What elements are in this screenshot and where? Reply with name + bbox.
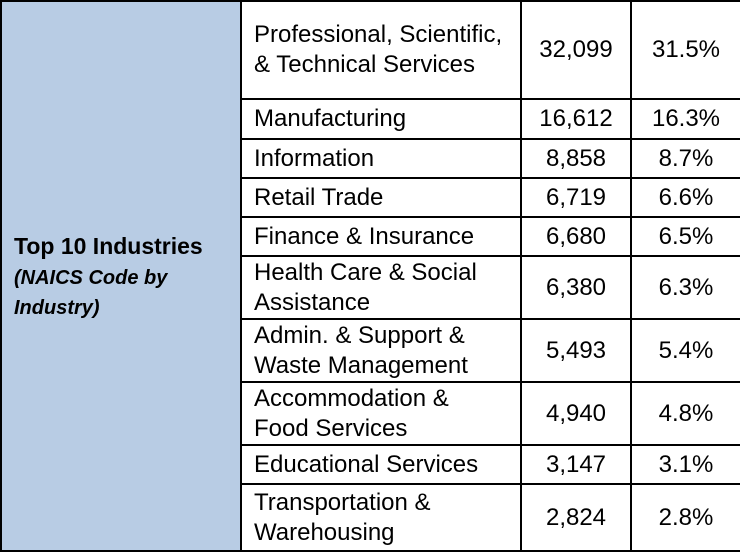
industry-percent: 5.4%	[630, 318, 740, 383]
establishment-count: 4,940	[520, 381, 632, 446]
industry-percent: 2.8%	[630, 483, 740, 552]
industry-percent: 6.5%	[630, 216, 740, 257]
table-row: Admin. & Support & Waste Management 5,49…	[1, 318, 740, 383]
industry-name: Health Care & Social Assistance	[240, 255, 522, 320]
table-row: Health Care & Social Assistance 6,380 6.…	[1, 255, 740, 320]
establishment-count: 8,858	[520, 138, 632, 179]
industry-name: Manufacturing	[240, 98, 522, 140]
establishment-count: 5,493	[520, 318, 632, 383]
industry-name: Accommodation & Food Services	[240, 381, 522, 446]
table-row: Information 8,858 8.7%	[1, 138, 740, 179]
side-header-subtitle: (NAICS Code by Industry)	[14, 267, 168, 319]
industry-name: Educational Services	[240, 444, 522, 485]
industry-percent: 6.3%	[630, 255, 740, 320]
table-row: Finance & Insurance 6,680 6.5%	[1, 216, 740, 257]
establishment-count: 6,719	[520, 177, 632, 218]
industry-percent: 31.5%	[630, 0, 740, 100]
industry-percent: 8.7%	[630, 138, 740, 179]
table-row: Accommodation & Food Services 4,940 4.8%	[1, 381, 740, 446]
industry-name: Retail Trade	[240, 177, 522, 218]
establishment-count: 6,380	[520, 255, 632, 320]
table-row: Manufacturing 16,612 16.3%	[1, 98, 740, 140]
industry-percent: 16.3%	[630, 98, 740, 140]
industry-name: Information	[240, 138, 522, 179]
industry-name: Transportation & Warehousing	[240, 483, 522, 552]
industry-name: Finance & Insurance	[240, 216, 522, 257]
establishment-count: 32,099	[520, 0, 632, 100]
industry-name: Admin. & Support & Waste Management	[240, 318, 522, 383]
industry-percent: 3.1%	[630, 444, 740, 485]
side-header-cell: Top 10 Industries (NAICS Code by Industr…	[0, 0, 242, 552]
industry-percent: 4.8%	[630, 381, 740, 446]
industry-name: Professional, Scientific, & Technical Se…	[240, 0, 522, 100]
establishment-count: 3,147	[520, 444, 632, 485]
table-row: Retail Trade 6,719 6.6%	[1, 177, 740, 218]
industry-percent: 6.6%	[630, 177, 740, 218]
table-row: Educational Services 3,147 3.1%	[1, 444, 740, 485]
establishment-count: 16,612	[520, 98, 632, 140]
establishment-count: 6,680	[520, 216, 632, 257]
side-header-title: Top 10 Industries	[14, 233, 203, 259]
establishment-count: 2,824	[520, 483, 632, 552]
